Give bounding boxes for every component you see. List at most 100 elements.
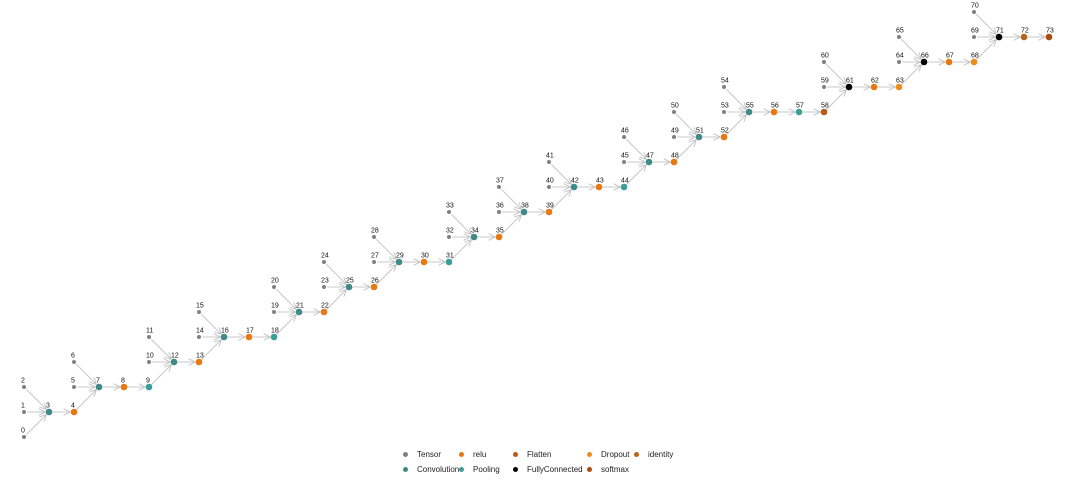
node-32[interactable]: 32 [446,228,454,240]
legend-label: Flatten [527,450,552,459]
node-dot-relu [320,308,328,316]
node-dot-convolution [220,333,228,341]
node-65[interactable]: 65 [896,28,904,40]
node-62[interactable]: 62 [870,78,879,91]
node-20[interactable]: 20 [271,278,279,290]
node-53[interactable]: 53 [721,103,729,115]
node-19[interactable]: 19 [271,303,279,315]
node-44[interactable]: 44 [620,178,629,191]
node-21[interactable]: 21 [295,303,304,316]
node-51[interactable]: 51 [695,128,704,141]
node-63[interactable]: 63 [895,78,904,91]
node-58[interactable]: 58 [820,103,829,116]
node-38[interactable]: 38 [520,203,529,216]
node-67[interactable]: 67 [945,53,954,66]
node-dot-tensor [272,310,276,314]
node-17[interactable]: 17 [245,328,254,341]
node-2[interactable]: 2 [21,378,26,390]
edge-20-21 [275,288,296,309]
node-4[interactable]: 4 [70,403,78,416]
node-42[interactable]: 42 [570,178,579,191]
node-dot-relu [70,408,78,416]
node-dot-convolution [520,208,528,216]
node-39[interactable]: 39 [545,203,554,216]
node-49[interactable]: 49 [671,128,679,140]
node-45[interactable]: 45 [621,153,629,165]
node-1[interactable]: 1 [21,403,26,415]
node-56[interactable]: 56 [770,103,779,116]
node-26[interactable]: 26 [370,278,379,291]
node-69[interactable]: 69 [971,28,979,40]
node-13[interactable]: 13 [195,353,204,366]
node-46[interactable]: 46 [621,128,629,140]
node-50[interactable]: 50 [671,103,679,115]
node-60[interactable]: 60 [821,53,829,65]
node-18[interactable]: 18 [270,328,279,341]
node-30[interactable]: 30 [420,253,429,266]
node-59[interactable]: 59 [821,78,829,90]
edge-24-25 [325,263,346,284]
node-36[interactable]: 36 [496,203,504,215]
node-22[interactable]: 22 [320,303,329,316]
node-15[interactable]: 15 [196,303,204,315]
node-dot-tensor [322,285,326,289]
node-10[interactable]: 10 [146,353,154,365]
node-40[interactable]: 40 [546,178,554,190]
node-label: 41 [546,153,554,160]
node-dot-convolution [295,308,303,316]
node-dot-relu [120,383,128,391]
node-64[interactable]: 64 [896,53,904,65]
node-dot-fullyconnected [845,83,853,91]
node-0[interactable]: 0 [21,428,26,440]
node-68[interactable]: 68 [970,53,979,66]
node-dot-dropout [895,83,903,91]
node-12[interactable]: 12 [170,353,179,366]
node-72[interactable]: 72 [1020,28,1029,41]
node-dot-tensor [322,260,326,264]
node-dot-relu [595,183,603,191]
node-28[interactable]: 28 [371,228,379,240]
node-66[interactable]: 66 [920,53,929,66]
node-label: 56 [771,103,779,110]
node-61[interactable]: 61 [845,78,854,91]
node-54[interactable]: 54 [721,78,729,90]
node-29[interactable]: 29 [395,253,404,266]
node-7[interactable]: 7 [95,378,103,391]
legend-dot-icon [587,452,592,457]
node-14[interactable]: 14 [196,328,204,340]
node-label: 53 [721,103,729,110]
node-31[interactable]: 31 [445,253,454,266]
node-55[interactable]: 55 [745,103,754,116]
node-dot-tensor [622,135,626,139]
node-57[interactable]: 57 [795,103,804,116]
node-23[interactable]: 23 [321,278,329,290]
node-70[interactable]: 70 [971,3,979,15]
node-71[interactable]: 71 [995,28,1004,41]
node-35[interactable]: 35 [495,228,504,241]
node-3[interactable]: 3 [45,403,53,416]
node-43[interactable]: 43 [595,178,604,191]
node-52[interactable]: 52 [720,128,729,141]
node-label: 72 [1021,28,1029,35]
node-47[interactable]: 47 [645,153,654,166]
node-41[interactable]: 41 [546,153,554,165]
legend-label: FullyConnected [527,465,583,474]
node-8[interactable]: 8 [120,378,128,391]
node-37[interactable]: 37 [496,178,504,190]
node-6[interactable]: 6 [71,353,76,365]
node-dot-tensor [897,60,901,64]
node-25[interactable]: 25 [345,278,354,291]
node-5[interactable]: 5 [71,378,76,390]
node-label: 49 [671,128,679,135]
node-9[interactable]: 9 [145,378,153,391]
edge-46-47 [625,138,646,159]
node-16[interactable]: 16 [220,328,229,341]
node-27[interactable]: 27 [371,253,379,265]
node-33[interactable]: 33 [446,203,454,215]
node-73[interactable]: 73 [1045,28,1054,41]
node-24[interactable]: 24 [321,253,329,265]
node-11[interactable]: 11 [146,328,153,340]
node-34[interactable]: 34 [470,228,479,241]
node-dot-tensor [22,435,26,439]
node-48[interactable]: 48 [670,153,679,166]
